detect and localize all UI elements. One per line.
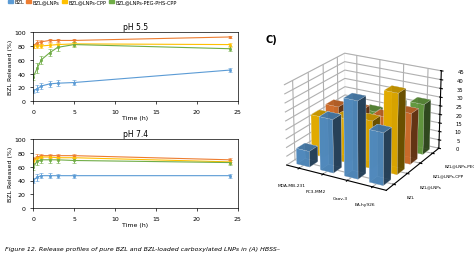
Legend: BZL, BZL@LNPs, BZL@LNPs-CPP, BZL@LNPs-PEG-PHS-CPP: BZL, BZL@LNPs, BZL@LNPs-CPP, BZL@LNPs-PE… — [7, 0, 177, 6]
Y-axis label: BZL Released (%): BZL Released (%) — [8, 40, 12, 95]
Y-axis label: BZL Released (%): BZL Released (%) — [8, 146, 12, 201]
X-axis label: Time (h): Time (h) — [122, 222, 148, 227]
Title: pH 7.4: pH 7.4 — [123, 130, 148, 139]
X-axis label: Time (h): Time (h) — [122, 116, 148, 121]
Title: pH 5.5: pH 5.5 — [123, 23, 148, 32]
Text: Figure 12. Release profiles of pure BZL and BZL-loaded carboxylated LNPs in (A) : Figure 12. Release profiles of pure BZL … — [5, 246, 280, 251]
Text: C): C) — [265, 35, 277, 45]
